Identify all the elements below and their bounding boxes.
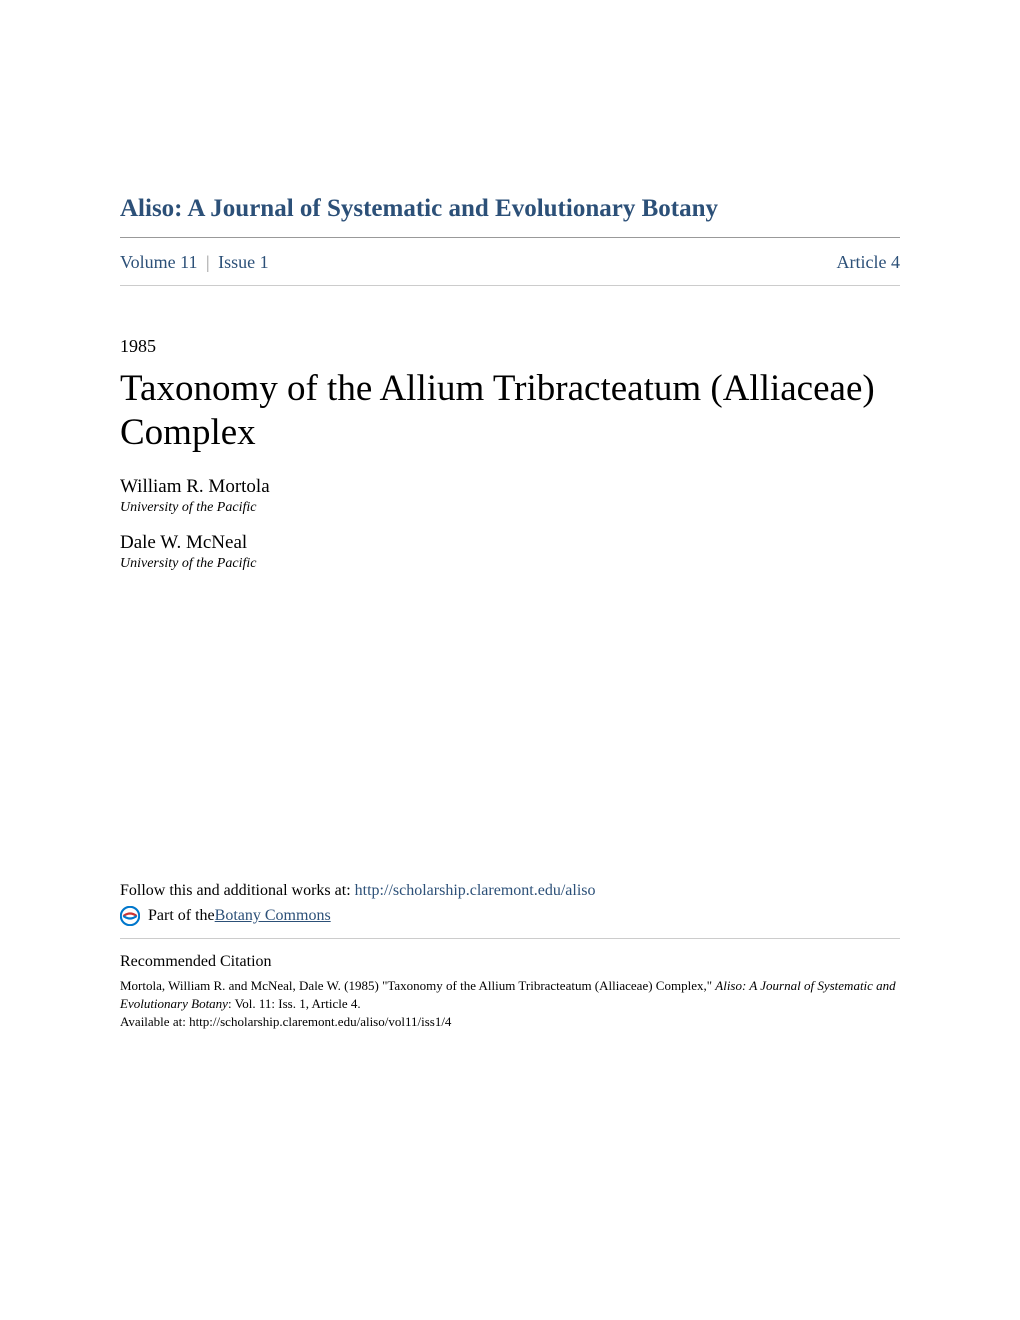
citation-text-2: : Vol. 11: Iss. 1, Article 4. bbox=[228, 996, 361, 1011]
publication-year: 1985 bbox=[120, 336, 900, 357]
divider-above-citation bbox=[120, 938, 900, 939]
article-title: Taxonomy of the Allium Tribracteatum (Al… bbox=[120, 367, 900, 456]
follow-row: Follow this and additional works at: htt… bbox=[120, 882, 900, 900]
issue-link[interactable]: Issue 1 bbox=[218, 252, 269, 272]
network-icon bbox=[120, 906, 140, 926]
author-affiliation-1: University of the Pacific bbox=[120, 500, 900, 516]
author-block-1: William R. Mortola University of the Pac… bbox=[120, 476, 900, 516]
journal-title-link[interactable]: Aliso: A Journal of Systematic and Evolu… bbox=[120, 195, 900, 223]
follow-url-link[interactable]: http://scholarship.claremont.edu/aliso bbox=[355, 882, 596, 899]
citation-available-at: Available at: http://scholarship.claremo… bbox=[120, 1013, 900, 1031]
author-block-2: Dale W. McNeal University of the Pacific bbox=[120, 532, 900, 572]
author-name-2: Dale W. McNeal bbox=[120, 532, 900, 554]
follow-prefix: Follow this and additional works at: bbox=[120, 882, 355, 899]
citation-body: Mortola, William R. and McNeal, Dale W. … bbox=[120, 977, 900, 1013]
volume-link[interactable]: Volume 11 bbox=[120, 252, 198, 272]
author-affiliation-2: University of the Pacific bbox=[120, 556, 900, 572]
article-link[interactable]: Article 4 bbox=[837, 252, 900, 273]
volume-issue-group: Volume 11 | Issue 1 bbox=[120, 252, 269, 273]
citation-section: Recommended Citation Mortola, William R.… bbox=[120, 953, 900, 1032]
citation-text-1: Mortola, William R. and McNeal, Dale W. … bbox=[120, 978, 715, 993]
follow-section: Follow this and additional works at: htt… bbox=[120, 882, 900, 1032]
page-container: Aliso: A Journal of Systematic and Evolu… bbox=[0, 0, 1020, 1091]
author-name-1: William R. Mortola bbox=[120, 476, 900, 498]
volume-issue-row: Volume 11 | Issue 1 Article 4 bbox=[120, 240, 900, 285]
commons-row: Part of the Botany Commons bbox=[120, 906, 900, 926]
separator-bar: | bbox=[206, 252, 210, 272]
part-of-prefix: Part of the bbox=[148, 907, 215, 925]
botany-commons-link[interactable]: Botany Commons bbox=[215, 907, 331, 925]
divider-below-volume bbox=[120, 285, 900, 286]
divider-top bbox=[120, 237, 900, 238]
citation-heading: Recommended Citation bbox=[120, 953, 900, 971]
